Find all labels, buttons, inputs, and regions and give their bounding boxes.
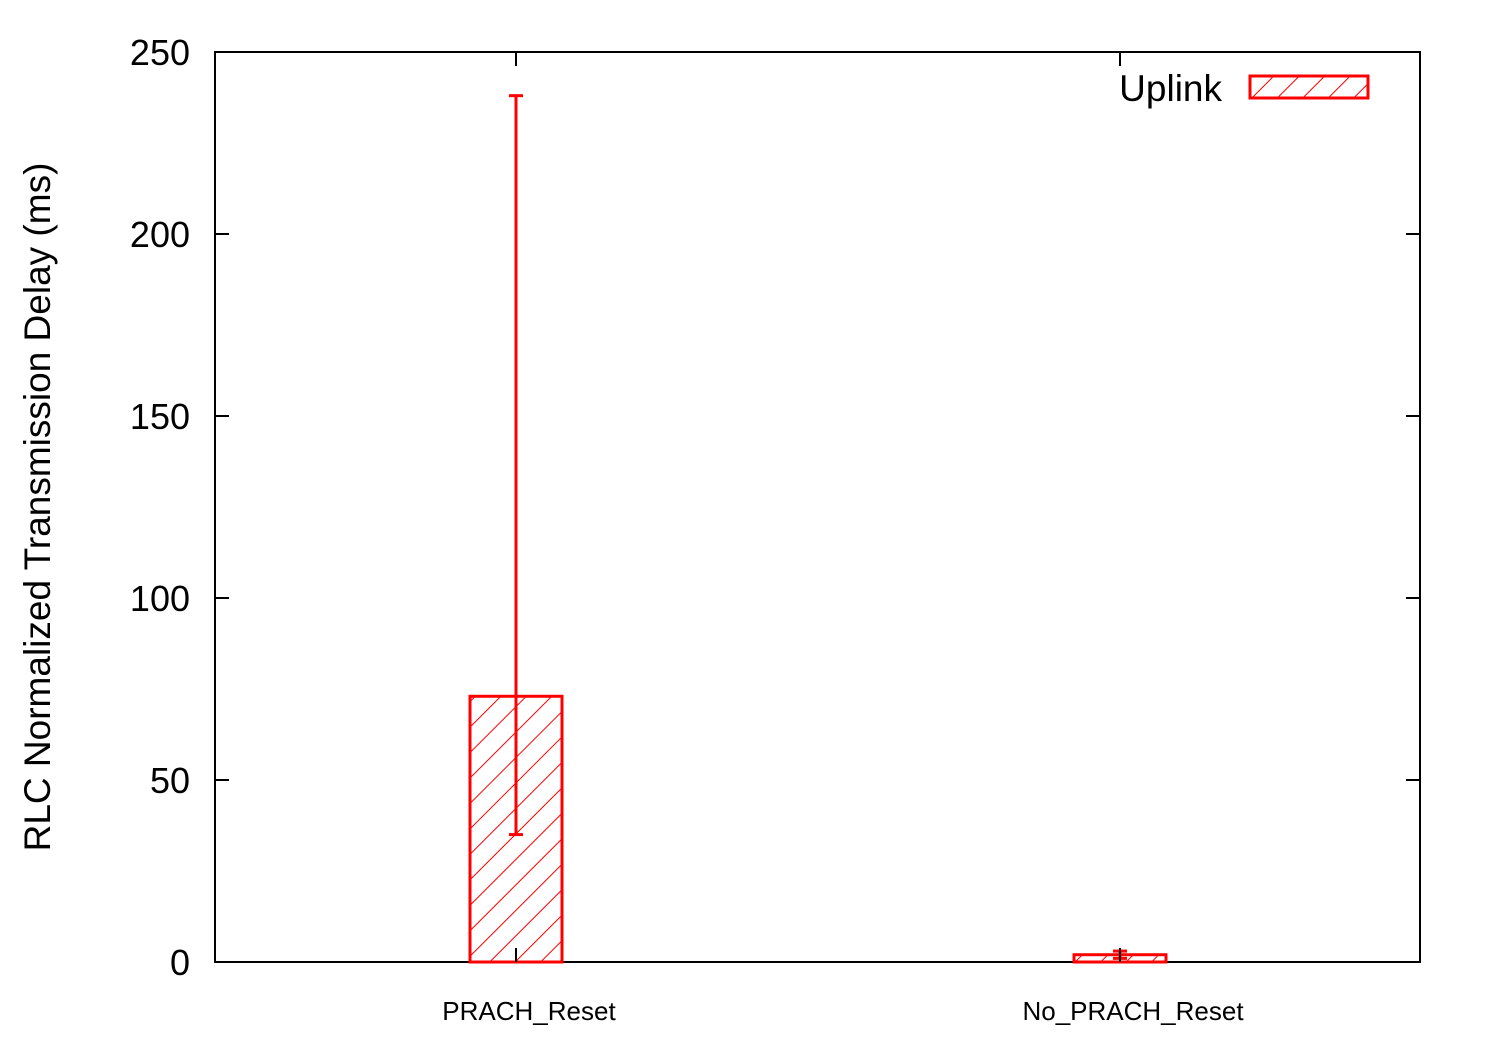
legend-swatch	[1248, 74, 1370, 100]
bar-series	[468, 694, 1168, 964]
x-tick-label: No_PRACH_Reset	[1022, 996, 1244, 1026]
x-tick-label: PRACH_Reset	[442, 996, 616, 1026]
y-tick-label: 150	[130, 396, 190, 437]
y-axis-ticks: 0 50 100 150 200 250	[130, 32, 1420, 983]
plot-frame	[214, 51, 1421, 963]
y-tick-label: 200	[130, 214, 190, 255]
y-tick-label: 0	[170, 942, 190, 983]
error-bars	[509, 94, 1127, 960]
legend: Uplink	[1119, 68, 1370, 109]
legend-label: Uplink	[1119, 68, 1222, 109]
x-axis-labels: PRACH_Reset No_PRACH_Reset	[442, 52, 1244, 1026]
y-axis-title: RLC Normalized Transmission Delay (ms)	[17, 163, 58, 852]
y-tick-label: 100	[130, 578, 190, 619]
y-tick-label: 50	[150, 760, 190, 801]
y-tick-label: 250	[130, 32, 190, 73]
